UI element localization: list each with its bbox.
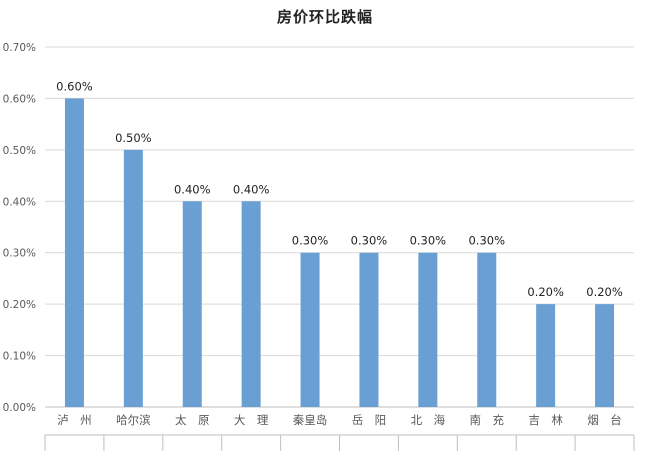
data-label: 0.20%: [527, 285, 564, 299]
y-tick-label: 0.70%: [3, 42, 36, 54]
data-label: 0.20%: [586, 285, 623, 299]
data-label: 0.30%: [292, 234, 329, 248]
x-tick-label: 烟 台: [587, 413, 622, 427]
x-tick-label: 哈尔滨: [116, 413, 151, 427]
bar: [241, 201, 261, 407]
data-label: 0.50%: [115, 131, 152, 145]
y-tick-label: 0.10%: [3, 351, 36, 363]
data-label: 0.30%: [351, 234, 388, 248]
bar: [64, 98, 84, 407]
x-tick-label: 秦皇岛: [293, 413, 328, 427]
bar: [477, 252, 497, 407]
bar: [359, 252, 379, 407]
data-label: 0.40%: [174, 182, 211, 196]
bar: [123, 149, 143, 407]
x-tick-label: 北 海: [411, 413, 446, 427]
y-tick-label: 0.50%: [3, 145, 36, 157]
y-tick-label: 0.00%: [3, 402, 36, 414]
data-label: 0.30%: [410, 234, 447, 248]
y-tick-label: 0.30%: [3, 248, 36, 260]
y-tick-label: 0.40%: [3, 196, 36, 208]
x-tick-label: 南 充: [470, 413, 505, 427]
y-tick-label: 0.60%: [3, 93, 36, 105]
data-label: 0.60%: [56, 79, 93, 93]
data-label: 0.40%: [233, 182, 270, 196]
data-label: 0.30%: [468, 234, 505, 248]
x-tick-label: 泸 州: [57, 413, 92, 427]
bar: [595, 304, 615, 407]
bar: [418, 252, 438, 407]
chart-title: 房价环比跌幅: [276, 8, 373, 26]
y-tick-label: 0.20%: [3, 299, 36, 311]
x-tick-label: 太 原: [175, 413, 210, 427]
bar: [536, 304, 556, 407]
bar: [300, 252, 320, 407]
x-tick-label: 吉 林: [528, 413, 563, 427]
bar: [182, 201, 202, 407]
x-tick-label: 大 理: [234, 413, 269, 427]
x-tick-label: 岳 阳: [352, 413, 387, 427]
